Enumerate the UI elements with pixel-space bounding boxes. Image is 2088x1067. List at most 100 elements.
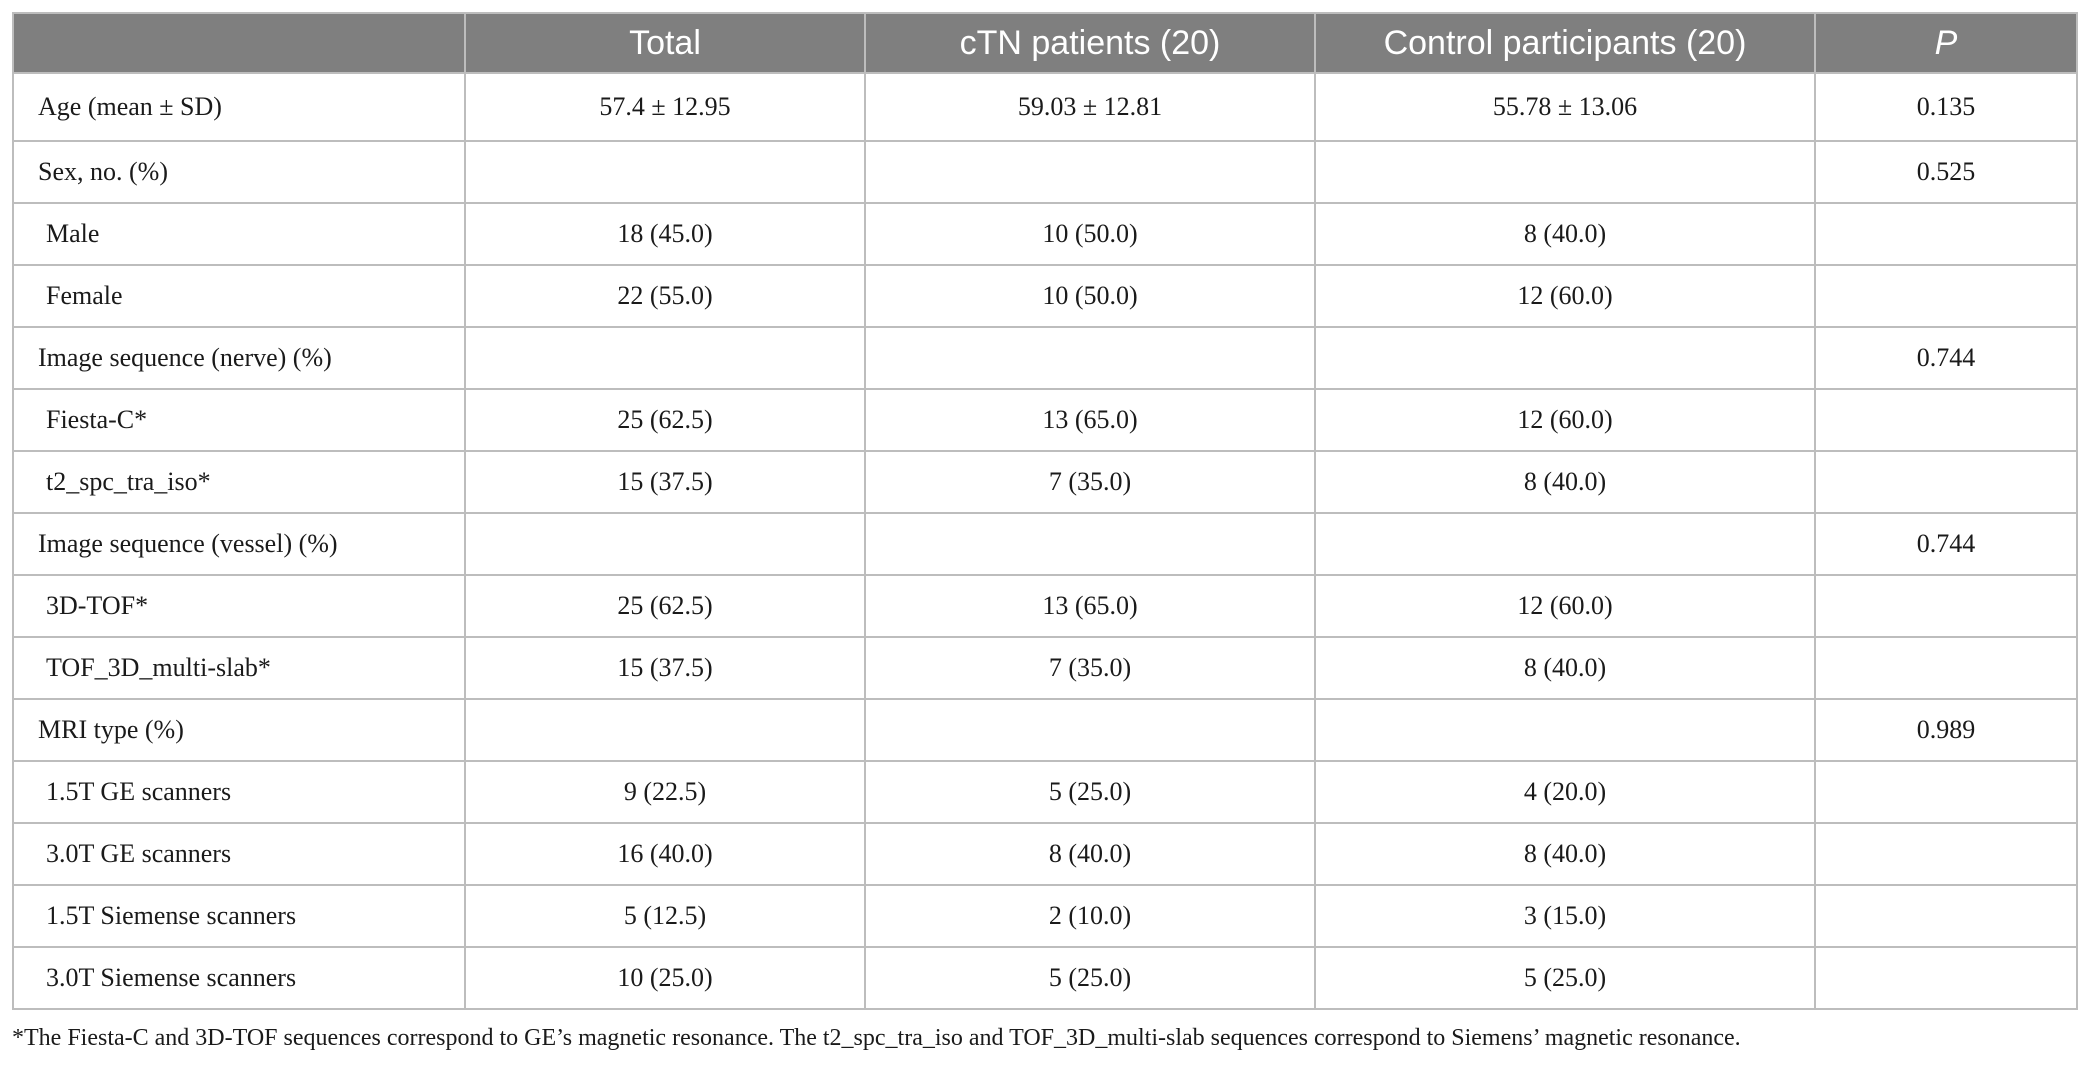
header-total: Total [464, 12, 866, 74]
cell-p-value: 0.989 [1814, 698, 2078, 762]
cell-p-value [1814, 264, 2078, 328]
table-row: Female 22 (55.0) 10 (50.0) 12 (60.0) [12, 264, 2078, 328]
cell-p-value [1814, 946, 2078, 1010]
cell-p-value: 0.135 [1814, 72, 2078, 142]
cell-total: 5 (12.5) [464, 884, 866, 948]
demographics-table: Total cTN patients (20) Control particip… [12, 12, 2078, 1010]
header-characteristic [12, 12, 466, 74]
cell-total [464, 140, 866, 204]
cell-characteristic: Age (mean ± SD) [12, 72, 466, 142]
cell-ctn-patients [864, 326, 1316, 390]
cell-characteristic: MRI type (%) [12, 698, 466, 762]
cell-total: 9 (22.5) [464, 760, 866, 824]
cell-total: 18 (45.0) [464, 202, 866, 266]
cell-ctn-patients: 7 (35.0) [864, 450, 1316, 514]
table-row: Male 18 (45.0) 10 (50.0) 8 (40.0) [12, 202, 2078, 266]
table-row: Age (mean ± SD) 57.4 ± 12.95 59.03 ± 12.81… [12, 72, 2078, 142]
cell-ctn-patients: 59.03 ± 12.81 [864, 72, 1316, 142]
cell-total: 10 (25.0) [464, 946, 866, 1010]
cell-control-participants: 8 (40.0) [1314, 450, 1816, 514]
cell-control-participants [1314, 326, 1816, 390]
cell-ctn-patients [864, 140, 1316, 204]
header-control-participants: Control participants (20) [1314, 12, 1816, 74]
cell-ctn-patients: 10 (50.0) [864, 264, 1316, 328]
cell-ctn-patients: 13 (65.0) [864, 574, 1316, 638]
cell-characteristic: 1.5T Siemense scanners [12, 884, 466, 948]
cell-control-participants: 8 (40.0) [1314, 636, 1816, 700]
cell-p-value: 0.744 [1814, 326, 2078, 390]
table-footnote: *The Fiesta-C and 3D-TOF sequences corre… [12, 1025, 1741, 1051]
cell-control-participants: 12 (60.0) [1314, 264, 1816, 328]
header-p-value: P [1814, 12, 2078, 74]
cell-control-participants: 8 (40.0) [1314, 202, 1816, 266]
header-ctn-patients: cTN patients (20) [864, 12, 1316, 74]
cell-characteristic: Female [12, 264, 466, 328]
cell-characteristic: TOF_3D_multi-slab* [12, 636, 466, 700]
cell-p-value [1814, 822, 2078, 886]
cell-total: 15 (37.5) [464, 450, 866, 514]
cell-ctn-patients: 5 (25.0) [864, 760, 1316, 824]
table-row: 3D-TOF* 25 (62.5) 13 (65.0) 12 (60.0) [12, 574, 2078, 638]
cell-characteristic: 1.5T GE scanners [12, 760, 466, 824]
cell-p-value [1814, 884, 2078, 948]
cell-total [464, 698, 866, 762]
cell-characteristic: 3.0T GE scanners [12, 822, 466, 886]
cell-ctn-patients [864, 698, 1316, 762]
cell-control-participants: 4 (20.0) [1314, 760, 1816, 824]
cell-p-value [1814, 202, 2078, 266]
cell-p-value [1814, 760, 2078, 824]
cell-p-value [1814, 388, 2078, 452]
cell-control-participants [1314, 140, 1816, 204]
cell-total [464, 326, 866, 390]
cell-control-participants: 12 (60.0) [1314, 574, 1816, 638]
cell-p-value [1814, 636, 2078, 700]
cell-characteristic: 3.0T Siemense scanners [12, 946, 466, 1010]
cell-total: 57.4 ± 12.95 [464, 72, 866, 142]
table-row: 3.0T GE scanners 16 (40.0) 8 (40.0) 8 (40.0… [12, 822, 2078, 886]
cell-total: 16 (40.0) [464, 822, 866, 886]
table-row: 1.5T Siemense scanners 5 (12.5) 2 (10.0) 3 … [12, 884, 2078, 948]
cell-p-value [1814, 450, 2078, 514]
cell-control-participants: 3 (15.0) [1314, 884, 1816, 948]
cell-characteristic: t2_spc_tra_iso* [12, 450, 466, 514]
table-row: Image sequence (vessel) (%) 0.744 [12, 512, 2078, 576]
cell-control-participants [1314, 698, 1816, 762]
table-row: 1.5T GE scanners 9 (22.5) 5 (25.0) 4 (20.0) [12, 760, 2078, 824]
cell-control-participants: 55.78 ± 13.06 [1314, 72, 1816, 142]
table-row: MRI type (%) 0.989 [12, 698, 2078, 762]
table-row: Image sequence (nerve) (%) 0.744 [12, 326, 2078, 390]
cell-p-value: 0.525 [1814, 140, 2078, 204]
cell-total: 25 (62.5) [464, 388, 866, 452]
cell-p-value: 0.744 [1814, 512, 2078, 576]
cell-control-participants: 12 (60.0) [1314, 388, 1816, 452]
cell-control-participants: 8 (40.0) [1314, 822, 1816, 886]
cell-ctn-patients: 7 (35.0) [864, 636, 1316, 700]
cell-ctn-patients: 10 (50.0) [864, 202, 1316, 266]
cell-ctn-patients: 2 (10.0) [864, 884, 1316, 948]
cell-total: 22 (55.0) [464, 264, 866, 328]
table-row: 3.0T Siemense scanners 10 (25.0) 5 (25.0) 5… [12, 946, 2078, 1010]
cell-total [464, 512, 866, 576]
cell-characteristic: Image sequence (nerve) (%) [12, 326, 466, 390]
cell-control-participants: 5 (25.0) [1314, 946, 1816, 1010]
cell-p-value [1814, 574, 2078, 638]
table-row: TOF_3D_multi-slab* 15 (37.5) 7 (35.0) 8 (40… [12, 636, 2078, 700]
cell-control-participants [1314, 512, 1816, 576]
cell-characteristic: Sex, no. (%) [12, 140, 466, 204]
table-row: Sex, no. (%) 0.525 [12, 140, 2078, 204]
cell-ctn-patients: 8 (40.0) [864, 822, 1316, 886]
demographics-table-container: Total cTN patients (20) Control particip… [12, 12, 2078, 1010]
cell-ctn-patients: 5 (25.0) [864, 946, 1316, 1010]
cell-characteristic: Image sequence (vessel) (%) [12, 512, 466, 576]
cell-characteristic: Fiesta-C* [12, 388, 466, 452]
table-row: Fiesta-C* 25 (62.5) 13 (65.0) 12 (60.0) [12, 388, 2078, 452]
cell-characteristic: 3D-TOF* [12, 574, 466, 638]
cell-characteristic: Male [12, 202, 466, 266]
table-body: Age (mean ± SD) 57.4 ± 12.95 59.03 ± 12.81… [12, 72, 2078, 1010]
cell-total: 25 (62.5) [464, 574, 866, 638]
cell-total: 15 (37.5) [464, 636, 866, 700]
table-header-row: Total cTN patients (20) Control particip… [12, 12, 2078, 74]
table-row: t2_spc_tra_iso* 15 (37.5) 7 (35.0) 8 (40.0) [12, 450, 2078, 514]
cell-ctn-patients: 13 (65.0) [864, 388, 1316, 452]
cell-ctn-patients [864, 512, 1316, 576]
